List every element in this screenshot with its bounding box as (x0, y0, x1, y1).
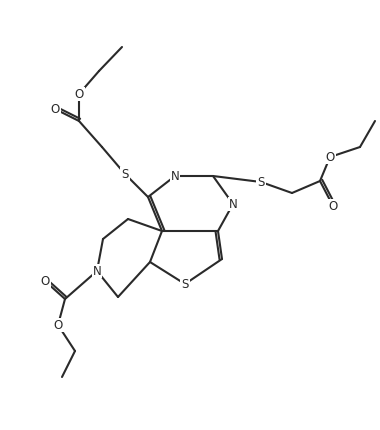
Text: S: S (257, 176, 265, 189)
Text: O: O (328, 200, 337, 213)
Text: S: S (121, 168, 129, 181)
Text: O: O (74, 88, 84, 101)
Text: N: N (171, 170, 179, 183)
Text: O: O (325, 151, 335, 164)
Text: O: O (53, 319, 63, 332)
Text: S: S (181, 278, 189, 291)
Text: N: N (229, 198, 238, 211)
Text: O: O (51, 103, 60, 116)
Text: O: O (40, 275, 50, 288)
Text: N: N (93, 265, 101, 278)
